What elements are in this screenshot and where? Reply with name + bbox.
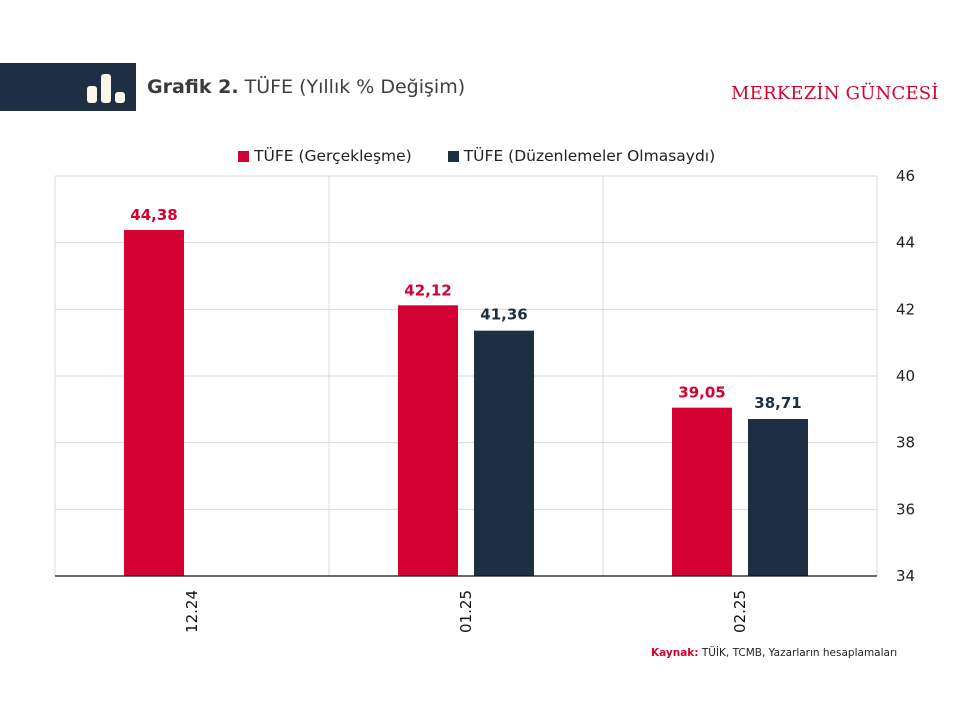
bar (398, 305, 458, 576)
bar (124, 230, 184, 576)
source-text: TÜİK, TCMB, Yazarların hesaplamaları (698, 647, 898, 659)
chart-title: Grafik 2. TÜFE (Yıllık % Değişim) (147, 76, 465, 98)
data-label: 39,05 (678, 384, 725, 402)
title-band (0, 63, 136, 111)
legend: TÜFE (Gerçekleşme) TÜFE (Düzenlemeler Ol… (238, 147, 715, 165)
y-tick-label: 44 (896, 234, 915, 252)
bar (672, 407, 732, 576)
y-tick-label: 42 (896, 300, 915, 318)
y-tick-label: 40 (896, 367, 915, 385)
legend-label: TÜFE (Gerçekleşme) (254, 147, 412, 165)
legend-swatch-red (238, 150, 249, 162)
legend-swatch-navy (447, 150, 459, 162)
data-label: 41,36 (480, 306, 527, 324)
bar (474, 330, 534, 576)
source-label: Kaynak: (651, 647, 699, 659)
legend-item-gerceklesme: TÜFE (Gerçekleşme) (238, 147, 412, 165)
x-tick-label: 12.24 (183, 590, 201, 633)
x-tick-label: 02.25 (731, 590, 749, 633)
bar-chart-icon (87, 74, 125, 103)
brand-logo: MERKEZİN GÜNCESİ (731, 83, 939, 104)
chart-title-text: TÜFE (Yıllık % Değişim) (238, 76, 466, 98)
y-tick-label: 36 (896, 500, 915, 518)
x-tick-label: 01.25 (457, 590, 475, 633)
data-label: 38,71 (754, 394, 801, 412)
bar (748, 419, 808, 576)
chart-title-bold: Grafik 2. (147, 76, 239, 98)
data-label: 42,12 (404, 281, 451, 299)
y-tick-label: 38 (896, 434, 915, 452)
legend-label: TÜFE (Düzenlemeler Olmasaydı) (463, 147, 716, 165)
data-label: 44,38 (130, 206, 177, 224)
y-tick-label: 46 (896, 167, 915, 185)
legend-item-duzenlemeler: TÜFE (Düzenlemeler Olmasaydı) (447, 147, 716, 165)
y-tick-label: 34 (896, 567, 915, 585)
source-note: Kaynak: TÜİK, TCMB, Yazarların hesaplama… (651, 647, 897, 659)
